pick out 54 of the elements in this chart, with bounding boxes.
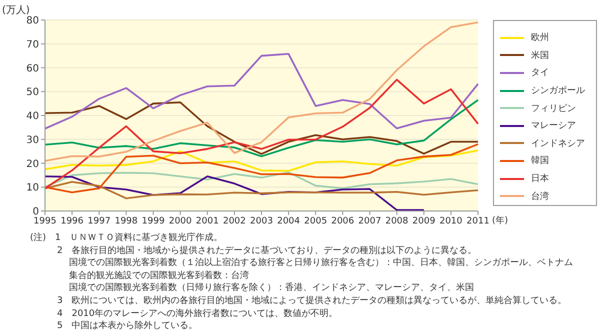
y-tick-label: 30 (26, 134, 39, 146)
y-tick-label: 10 (26, 182, 39, 194)
line-series (44, 180, 479, 200)
x-tick-label: 2004 (277, 216, 300, 226)
x-tick-label: 2010 (439, 216, 463, 226)
y-axis-title: (万人) (2, 4, 30, 16)
legend-label: 台湾 (531, 190, 549, 203)
text: 4 2010年のマレーシアへの海外旅行者数については、数値が不明。 (56, 308, 339, 320)
legend-label: シンガポール (531, 85, 585, 98)
x-tick-label: 2001 (196, 216, 219, 226)
text: (注) 1 ＵＮＷＴＯ資料に基づき観光庁作成。 (30, 232, 224, 245)
legend-label: タイ (531, 67, 549, 80)
line-series (44, 21, 479, 162)
x-tick-label: 1995 (34, 216, 56, 226)
x-tick-label: 2002 (222, 216, 246, 226)
x-tick-label: 2011 (466, 216, 490, 226)
legend-label: マレーシア (531, 120, 576, 132)
x-axis-title: (年) (492, 214, 508, 227)
y-tick-label: 50 (26, 87, 39, 98)
y-tick-label: 60 (26, 63, 39, 74)
y-tick-label: 70 (26, 39, 39, 50)
x-tick-label: 2005 (304, 216, 328, 226)
text: 国境での国際観光客到着数（日帰り旅行客を除く）：香港、インドネシア、マレーシア、タイ、米国 (68, 282, 475, 295)
text: 2 各旅行目的地国・地域から提供されたデータに基づいており、データの種別は以下のように異なる。 (56, 244, 478, 258)
line-series (44, 171, 479, 190)
legend-label: インドネシア (531, 138, 585, 150)
text: 3 欧州については、欧州内の各旅行目的地国・地域によって提供されたデータの種類は異なっているが、単純合算している。 (56, 294, 568, 308)
legend-label: 日本 (531, 172, 549, 186)
line-series (44, 143, 479, 194)
line-series (44, 53, 479, 130)
x-tick-label: 2007 (358, 216, 382, 226)
x-tick-label: 2008 (385, 216, 409, 226)
line-series (44, 149, 479, 172)
x-tick-label: 2006 (331, 216, 354, 226)
legend-label: フィリピン (531, 102, 576, 115)
y-tick-label: 0 (32, 206, 39, 218)
legend-label: 韓国 (531, 154, 549, 168)
text: 集合的観光施設での国際観光客到着数：台湾 (68, 270, 250, 282)
x-tick-label: 1998 (114, 216, 138, 226)
x-tick-label: 2003 (250, 216, 273, 226)
x-tick-label: 1997 (88, 216, 111, 226)
y-tick-label: 40 (26, 111, 39, 122)
line-series (44, 175, 425, 211)
x-tick-label: 2000 (168, 216, 192, 226)
y-tick-label: 20 (26, 158, 39, 170)
y-tick-label: 80 (26, 16, 39, 27)
x-tick-label: 1996 (60, 216, 84, 226)
line-series (44, 78, 479, 190)
legend-label: 欧州 (531, 32, 549, 44)
text: 5 中国は本表から除外している。 (56, 320, 199, 333)
legend-label: 米国 (531, 50, 549, 62)
x-tick-label: 2009 (412, 216, 436, 226)
x-tick-label: 1999 (142, 216, 165, 226)
text: 国境での国際観光客到着数（１泊以上宿泊する旅行客と日帰り旅行客を含む）：中国、日本、韓国、シンガポール、ベトナム (68, 257, 573, 270)
